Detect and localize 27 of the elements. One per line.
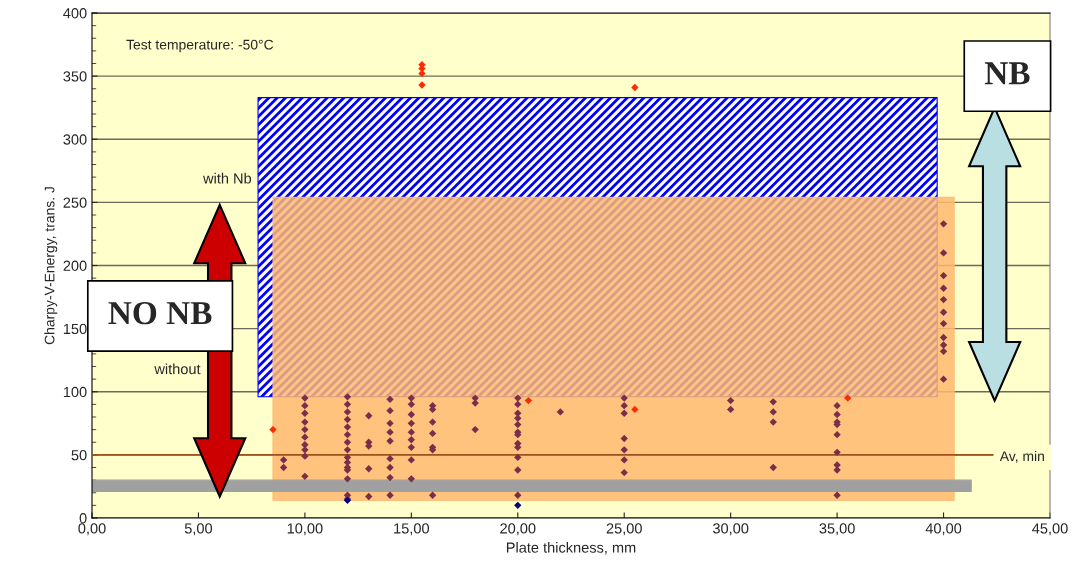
y-tick-label: 300 <box>63 134 87 145</box>
x-tick-label: 25,00 <box>606 523 642 536</box>
annotation: Test temperature: -50°C <box>126 39 274 53</box>
y-tick-label: 400 <box>63 8 87 19</box>
x-tick-label: 10,00 <box>287 523 323 536</box>
y-tick-label: 50 <box>71 449 87 461</box>
y-tick-label: 150 <box>63 323 87 335</box>
y-tick-label: 250 <box>63 197 87 208</box>
annotation: without <box>154 363 201 375</box>
annotation: NO NB <box>108 301 212 325</box>
annotation: with Nb <box>203 172 252 184</box>
x-tick-label: 20,00 <box>500 523 536 536</box>
y-tick-label: 200 <box>63 260 87 271</box>
ref-line-label: Av, min <box>999 450 1044 463</box>
x-tick-label: 40,00 <box>925 523 962 536</box>
x-tick-label: 45,00 <box>1032 523 1068 536</box>
x-tick-label: 0,00 <box>78 523 106 536</box>
annotation: NB <box>984 62 1030 85</box>
x-tick-label: 5,00 <box>184 523 213 536</box>
y-tick-label: 100 <box>63 386 87 398</box>
y-tick-label: 350 <box>63 71 87 82</box>
y-axis-title: Charpy-V-Energy, trans. J <box>44 187 58 345</box>
y-tick-label: 0 <box>79 513 87 524</box>
x-tick-label: 30,00 <box>712 523 749 536</box>
x-tick-label: 35,00 <box>819 523 855 536</box>
x-tick-label: 15,00 <box>394 523 430 536</box>
x-axis-title: Plate thickness, mm <box>506 542 636 555</box>
